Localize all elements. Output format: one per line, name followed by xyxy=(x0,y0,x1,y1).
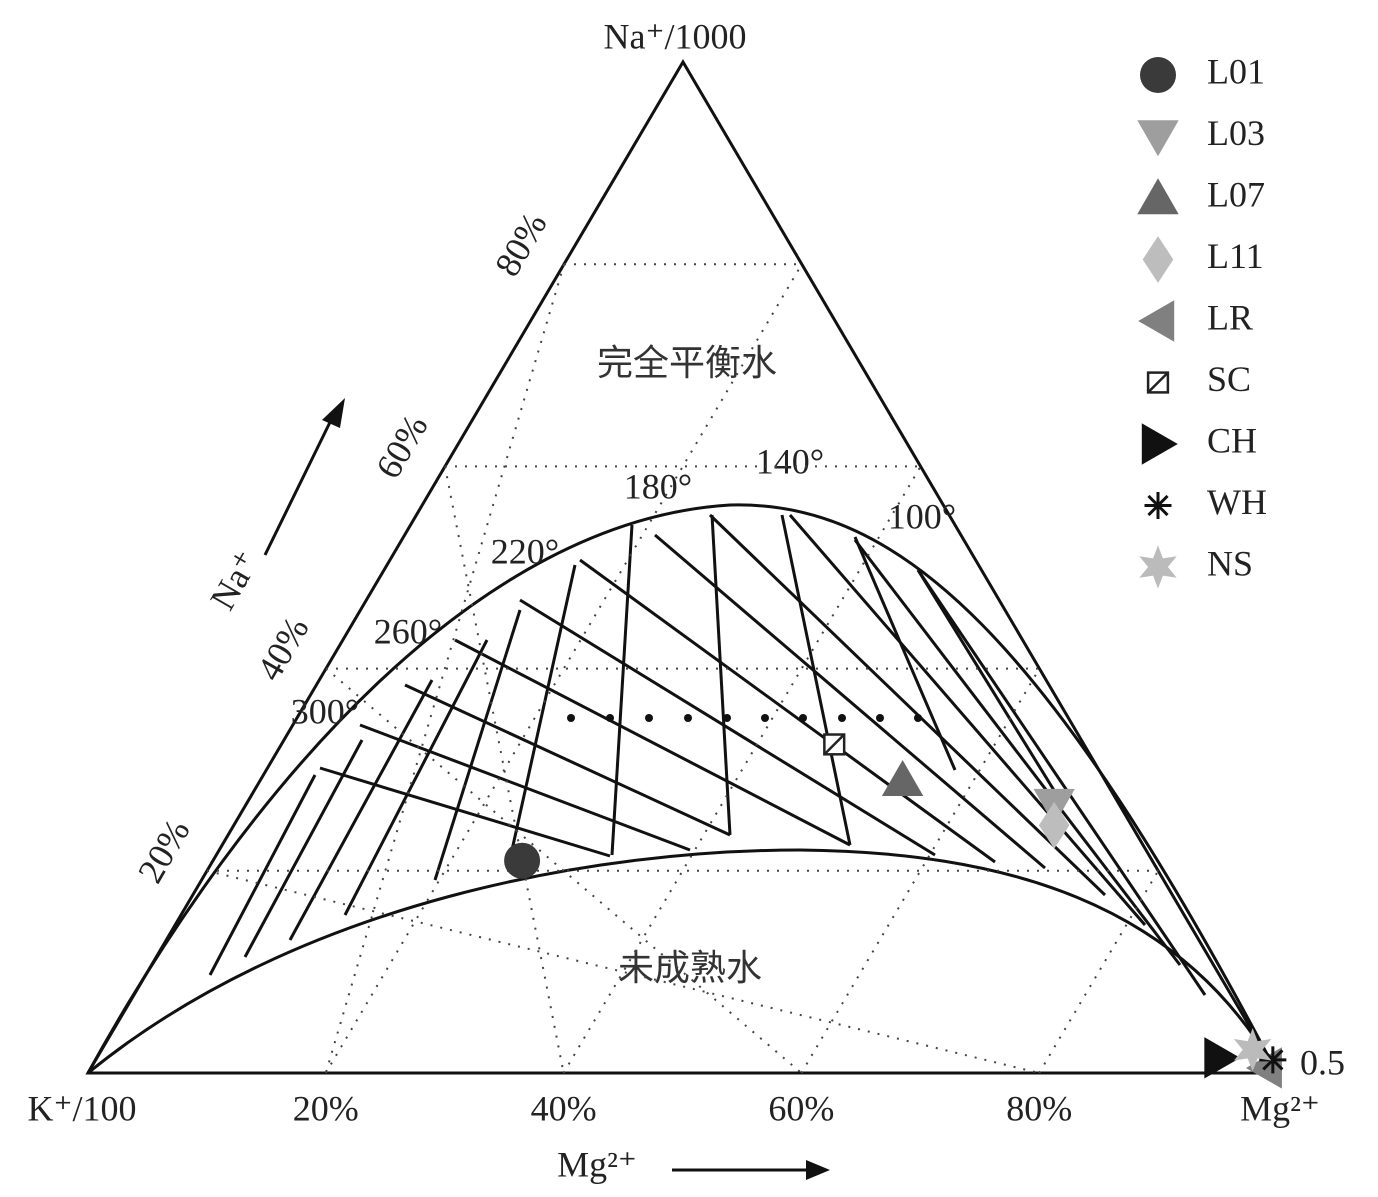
marker-stroke xyxy=(1147,494,1169,517)
marker-stroke xyxy=(1262,1049,1284,1071)
legend-marker xyxy=(1144,492,1172,519)
isotherm-label: 260° xyxy=(374,611,442,651)
left-vertex-label: K⁺/100 xyxy=(27,1088,136,1128)
marker xyxy=(823,733,846,756)
legend-label: L07 xyxy=(1207,174,1265,214)
isotherm-lines xyxy=(208,513,1207,996)
grid-line xyxy=(562,465,922,1074)
legend-marker xyxy=(1141,423,1178,465)
left-tick-label: 80% xyxy=(487,206,555,283)
grid-line xyxy=(325,667,803,1074)
arrows xyxy=(263,398,830,1180)
marker xyxy=(504,842,541,879)
right-vertex-label: Mg²⁺ xyxy=(1240,1088,1320,1128)
bottom-tick-label: 80% xyxy=(1006,1088,1072,1128)
marker xyxy=(1259,1046,1287,1074)
legend-marker xyxy=(1146,371,1170,394)
corner-annotation: 0.5 xyxy=(1300,1042,1345,1082)
region-label: 完全平衡水 xyxy=(597,343,777,384)
legend-marker xyxy=(1142,236,1174,283)
legend-marker xyxy=(1137,178,1179,215)
region-label: 未成熟水 xyxy=(618,948,762,989)
left-tick-label: 40% xyxy=(249,610,317,687)
immature-curve xyxy=(87,848,1279,1075)
marker xyxy=(1038,801,1070,849)
left-tick-label: 20% xyxy=(130,812,198,889)
left-axis-label: Na⁺ xyxy=(202,544,267,617)
isotherm-label: 100° xyxy=(888,496,956,536)
grid-line xyxy=(800,668,1041,1074)
bottom-tick-label: 60% xyxy=(768,1088,834,1128)
legend-label: WH xyxy=(1207,482,1267,522)
legend-label: LR xyxy=(1207,297,1253,337)
legend-marker xyxy=(1137,120,1179,157)
legend-label: L01 xyxy=(1207,51,1265,91)
legend-label: CH xyxy=(1207,420,1257,460)
bottom-tick-label: 20% xyxy=(293,1088,359,1128)
legend-label: NS xyxy=(1207,543,1253,583)
grid-line xyxy=(324,263,565,1074)
marker xyxy=(1233,1028,1272,1072)
legend-marker xyxy=(1138,300,1175,342)
dotted-row xyxy=(567,714,922,722)
legend-label: L03 xyxy=(1207,113,1265,153)
top-vertex-label: Na⁺/1000 xyxy=(604,16,747,56)
isotherm-label: 140° xyxy=(756,441,824,481)
marker-slash xyxy=(823,733,846,756)
isotherm-label: 300° xyxy=(291,691,359,731)
marker-slash xyxy=(1147,371,1169,394)
isotherm-label: 220° xyxy=(491,531,559,571)
bottom-axis-label: Mg²⁺ xyxy=(557,1144,637,1184)
legend-marker xyxy=(1139,545,1177,589)
full-equilibrium-curve xyxy=(86,503,1279,1074)
triangle-frame xyxy=(85,59,1280,1075)
marker xyxy=(1204,1037,1241,1079)
marker xyxy=(881,760,924,797)
bottom-tick-label: 40% xyxy=(531,1088,597,1128)
legend-label: L11 xyxy=(1207,236,1264,276)
legend-label: SC xyxy=(1207,359,1251,399)
left-tick-label: 60% xyxy=(368,408,436,485)
isotherm-label: 180° xyxy=(624,466,692,506)
legend-marker xyxy=(1140,57,1176,93)
